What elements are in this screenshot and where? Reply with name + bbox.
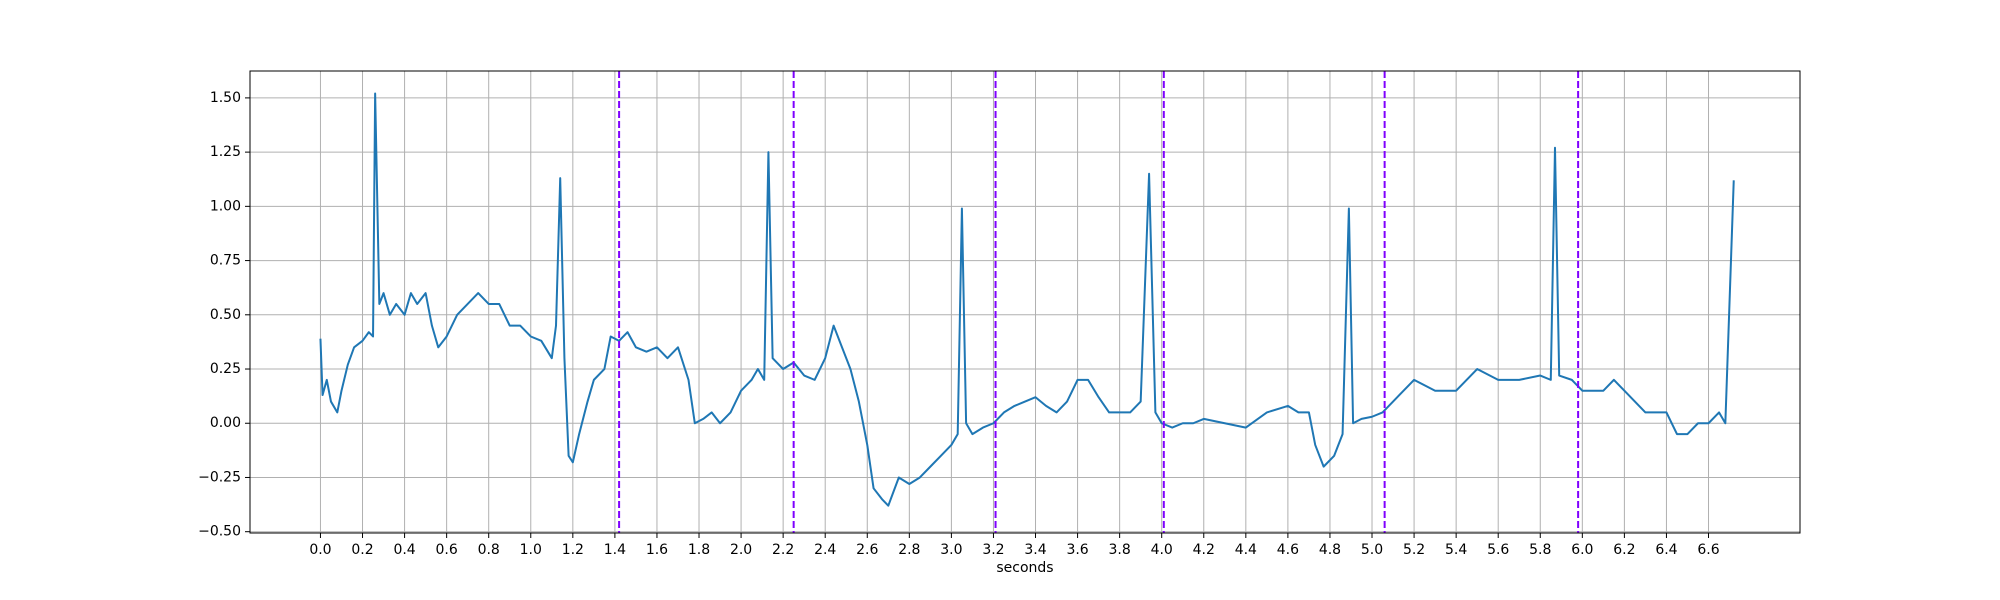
x-tick-label: 5.4: [1445, 542, 1467, 558]
x-tick-label: 6.2: [1613, 542, 1635, 558]
x-tick-label: 1.6: [646, 542, 668, 558]
x-tick-label: 4.6: [1277, 542, 1299, 558]
x-tick-label: 5.0: [1361, 542, 1383, 558]
y-tick-label: 1.50: [210, 90, 241, 106]
y-tick-label: 0.50: [210, 307, 241, 323]
y-tick-label: −0.50: [198, 524, 241, 540]
y-tick-label: −0.25: [198, 469, 241, 485]
x-tick-label: 1.4: [604, 542, 626, 558]
x-tick-label: 3.4: [1024, 542, 1046, 558]
signal-line: [319, 92, 1735, 507]
x-tick-label: 5.8: [1529, 542, 1551, 558]
x-tick-label: 0.4: [393, 542, 415, 558]
x-tick-label: 4.2: [1193, 542, 1215, 558]
x-tick-label: 1.2: [562, 542, 584, 558]
x-tick-label: 4.8: [1319, 542, 1341, 558]
y-tick-label: 0.25: [210, 361, 241, 377]
x-tick-label: 0.8: [478, 542, 500, 558]
x-axis-label: seconds: [996, 560, 1053, 576]
x-tick-label: 6.0: [1571, 542, 1593, 558]
x-tick-label: 2.8: [898, 542, 920, 558]
x-tick-label: 2.4: [814, 542, 836, 558]
y-tick-label: 1.00: [210, 198, 241, 214]
x-tick-label: 0.2: [351, 542, 373, 558]
x-tick-label: 4.0: [1151, 542, 1173, 558]
plot-frame: [249, 70, 1801, 534]
x-tick-label: 3.2: [982, 542, 1004, 558]
x-tick-label: 2.6: [856, 542, 878, 558]
x-tick-label: 4.4: [1235, 542, 1257, 558]
x-tick-label: 6.6: [1697, 542, 1719, 558]
y-tick-label: 0.75: [210, 253, 241, 269]
x-tick-label: 3.0: [940, 542, 962, 558]
y-tick-label: 1.25: [210, 144, 241, 160]
y-tick-label: 0.00: [210, 415, 241, 431]
x-tick-label: 0.0: [309, 542, 331, 558]
x-tick-label: 0.6: [436, 542, 458, 558]
x-tick-label: 1.8: [688, 542, 710, 558]
x-tick-label: 3.6: [1066, 542, 1088, 558]
x-tick-label: 1.0: [520, 542, 542, 558]
x-tick-label: 2.2: [772, 542, 794, 558]
x-tick-label: 5.2: [1403, 542, 1425, 558]
x-tick-label: 3.8: [1109, 542, 1131, 558]
x-tick-label: 2.0: [730, 542, 752, 558]
x-tick-label: 5.6: [1487, 542, 1509, 558]
x-tick-label: 6.4: [1655, 542, 1677, 558]
